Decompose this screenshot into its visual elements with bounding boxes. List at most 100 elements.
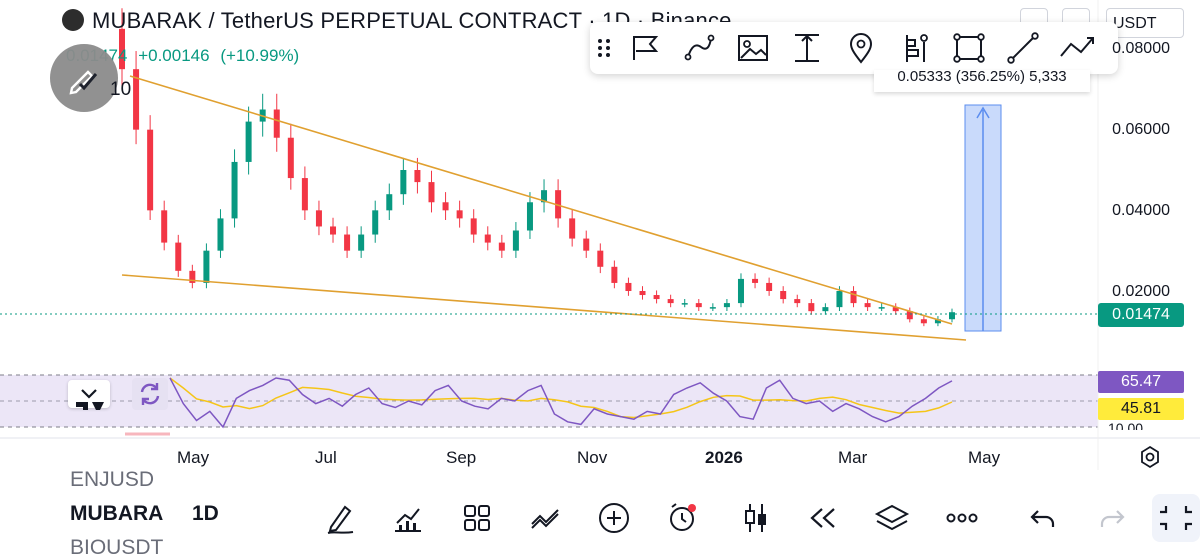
candle-body [512,230,519,251]
candle-body [414,170,421,183]
rsi-refresh-button[interactable] [132,378,168,410]
path-icon [1060,37,1094,57]
tradingview-logo-icon [76,402,104,410]
measure-icon [795,34,819,62]
alert-icon [670,503,696,531]
rsi-line [169,377,953,429]
currency-select[interactable]: USDT [1106,8,1184,38]
image-tool[interactable] [726,22,780,74]
candle-body [555,190,562,219]
pencil-check-icon [69,70,98,95]
indicators-icon [395,508,421,532]
candle-body [723,303,730,308]
watchlist-item-active[interactable]: MUBARA 1D [70,502,219,526]
candle-body [217,218,224,251]
object-tree-button[interactable] [870,498,914,538]
candles-layer [119,8,955,327]
indicators-button[interactable] [386,498,430,538]
candle-body [569,218,576,239]
candle-body [442,202,449,211]
grip-icon [598,39,610,57]
candle-body [161,210,168,243]
settings-button[interactable] [1137,444,1163,475]
measure-tool[interactable] [780,22,834,74]
price-change: +0.00146 [138,46,210,65]
rsi-ma-line [169,377,953,419]
candle-body [822,307,829,312]
redo-button[interactable] [1090,498,1134,538]
settings-icon [1141,445,1159,469]
candle-body [245,121,252,162]
candle-body [400,170,407,195]
candle-body [752,278,759,283]
lower-trendline [121,274,967,341]
candle-body [864,303,871,308]
watchlist-item[interactable]: ENJUSD12h [70,468,154,488]
price-axis-label: 0.06000 [1112,121,1170,138]
rsi-collapse-button[interactable] [68,380,110,408]
candle-body [639,291,646,296]
pin-tool[interactable] [834,22,888,74]
candle-body [231,161,238,219]
time-axis-label: Mar [838,448,868,467]
rectangle-tool[interactable] [942,22,996,74]
range-tooltip-text: 0.05333 (356.25%) 5,333 [897,70,1067,85]
candle-body [836,291,843,308]
draw-button[interactable] [318,498,362,538]
layouts-button[interactable] [455,498,499,538]
compare-button[interactable] [524,498,568,538]
price-chart[interactable] [0,0,1200,480]
pen-icon [327,505,354,534]
watchlist-item[interactable]: BIOUSDT1W [70,536,163,554]
candle-body [920,319,927,324]
watchlist-symbol: MUBARA [70,502,164,525]
more-icon [946,513,978,523]
candle-body [878,307,885,309]
undo-button[interactable] [1021,498,1065,538]
add-button[interactable] [592,498,636,538]
candle-body [653,295,660,300]
drawing-tool-button[interactable] [50,44,118,112]
candle-body [119,28,125,70]
candle-body [766,282,773,291]
candle-body [906,311,913,320]
tradingview-logo [74,394,112,410]
replay-icon [810,508,835,528]
alert-button[interactable] [661,498,705,538]
toolbar-drag-handle[interactable] [590,22,618,74]
candle-body [498,242,505,251]
candle-body [737,278,744,304]
image-icon [738,35,768,61]
candle-body [344,234,351,251]
watchlist-timeframe: 1D [192,502,219,525]
time-axis-label: May [177,448,210,467]
candle-body [330,226,337,235]
price-axis-label: 0.02000 [1112,283,1170,300]
candle-body [315,210,322,227]
range-tooltip: 0.05333 (356.25%) 5,333 [874,70,1090,92]
flag-icon [633,36,659,60]
flag-tool[interactable] [618,22,672,74]
watchlist-symbol: ENJUSD [70,468,155,488]
candle-body [794,299,801,304]
more-button[interactable] [940,498,984,538]
price-axis-label: 0.08000 [1112,40,1170,57]
chart-type-button[interactable] [734,498,778,538]
trend-line-tool[interactable] [996,22,1050,74]
anchored-text-tool[interactable] [888,22,942,74]
fullscreen-button[interactable] [1152,494,1200,542]
trend-line-icon [1007,32,1039,64]
grid-icon [464,505,490,531]
rsi-ma-value-tag: 45.81 [1098,398,1184,420]
candle-body [526,202,533,231]
candle-body [611,266,618,283]
curve-tool[interactable] [672,22,726,74]
candle-body [358,234,365,251]
path-tool[interactable] [1050,22,1104,74]
candle-body [428,182,435,203]
curve-icon [684,34,715,61]
drawing-toolbar [590,22,1118,74]
time-axis-label: Sep [446,448,477,467]
candle-body [949,312,955,320]
replay-button[interactable] [801,498,845,538]
